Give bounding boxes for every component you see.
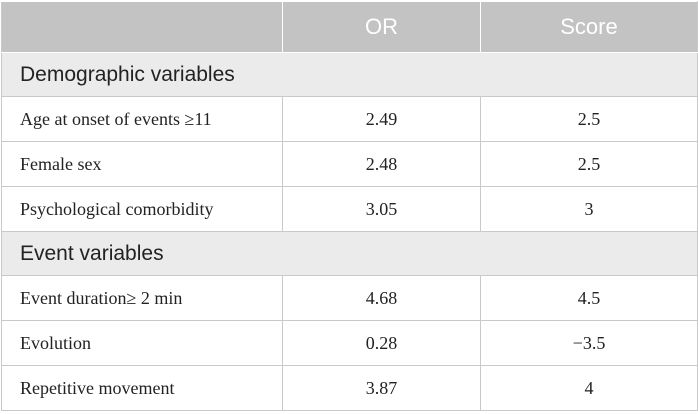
cell-value: 2.48: [282, 141, 481, 187]
cell-value: −3.5: [480, 320, 698, 366]
cell-value: 3.05: [282, 186, 481, 232]
cell-value: 4.5: [480, 275, 698, 321]
row-label: Repetitive movement: [1, 365, 283, 411]
row-label: Psychological comorbidity: [1, 186, 283, 232]
row-label: Female sex: [1, 141, 283, 187]
section-title: Demographic variables: [1, 52, 698, 97]
data-row: Event duration≥ 2 min 4.68 4.5: [1, 275, 698, 321]
table-body: Demographic variables Age at onset of eve…: [1, 52, 698, 411]
cell-value: 4: [480, 365, 698, 411]
cell-value: 2.49: [282, 96, 481, 142]
row-label: Evolution: [1, 320, 283, 366]
header-cell: Score: [480, 1, 698, 53]
cell-value: 4.68: [282, 275, 481, 321]
data-row: Evolution 0.28 −3.5: [1, 320, 698, 366]
header-cell: [1, 1, 283, 53]
row-label: Age at onset of events ≥11: [1, 96, 283, 142]
header-row: OR Score: [1, 1, 698, 53]
cell-value: 2.5: [480, 141, 698, 187]
cell-value: 3: [480, 186, 698, 232]
section-row: Demographic variables: [1, 52, 698, 97]
section-title: Event variables: [1, 231, 698, 276]
cell-value: 2.5: [480, 96, 698, 142]
data-row: Psychological comorbidity 3.05 3: [1, 186, 698, 232]
row-label: Event duration≥ 2 min: [1, 275, 283, 321]
header-cell: OR: [282, 1, 481, 53]
data-row: Age at onset of events ≥11 2.49 2.5: [1, 96, 698, 142]
data-row: Female sex 2.48 2.5: [1, 141, 698, 187]
cell-value: 0.28: [282, 320, 481, 366]
cell-value: 3.87: [282, 365, 481, 411]
data-row: Repetitive movement 3.87 4: [1, 365, 698, 411]
section-row: Event variables: [1, 231, 698, 276]
